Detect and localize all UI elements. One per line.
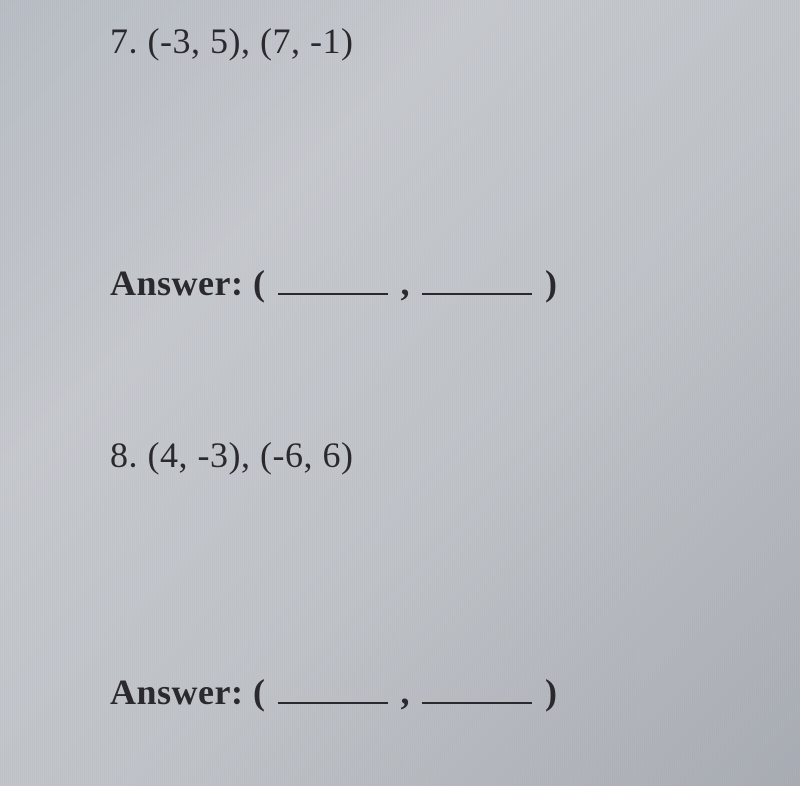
close-paren-7: )	[545, 263, 558, 303]
question-text-7: (-3, 5), (7, -1)	[148, 21, 354, 61]
worksheet-content: 7. (-3, 5), (7, -1) Answer: ( , ) 8. (4,…	[0, 0, 800, 713]
answer-blank-8-y[interactable]	[422, 672, 532, 704]
question-number-8: 8.	[110, 435, 138, 475]
question-8: 8. (4, -3), (-6, 6)	[110, 434, 800, 476]
answer-line-8: Answer: ( , )	[110, 671, 800, 713]
answer-blank-7-x[interactable]	[278, 263, 388, 295]
question-text-8: (4, -3), (-6, 6)	[148, 435, 354, 475]
open-paren-7: (	[253, 263, 266, 303]
comma-7: ,	[400, 263, 410, 303]
answer-label-8: Answer:	[110, 672, 243, 712]
answer-blank-7-y[interactable]	[422, 263, 532, 295]
question-number-7: 7.	[110, 21, 138, 61]
open-paren-8: (	[253, 672, 266, 712]
answer-label-7: Answer:	[110, 263, 243, 303]
comma-8: ,	[400, 672, 410, 712]
answer-blank-8-x[interactable]	[278, 672, 388, 704]
close-paren-8: )	[545, 672, 558, 712]
answer-line-7: Answer: ( , )	[110, 262, 800, 304]
question-7: 7. (-3, 5), (7, -1)	[110, 20, 800, 62]
